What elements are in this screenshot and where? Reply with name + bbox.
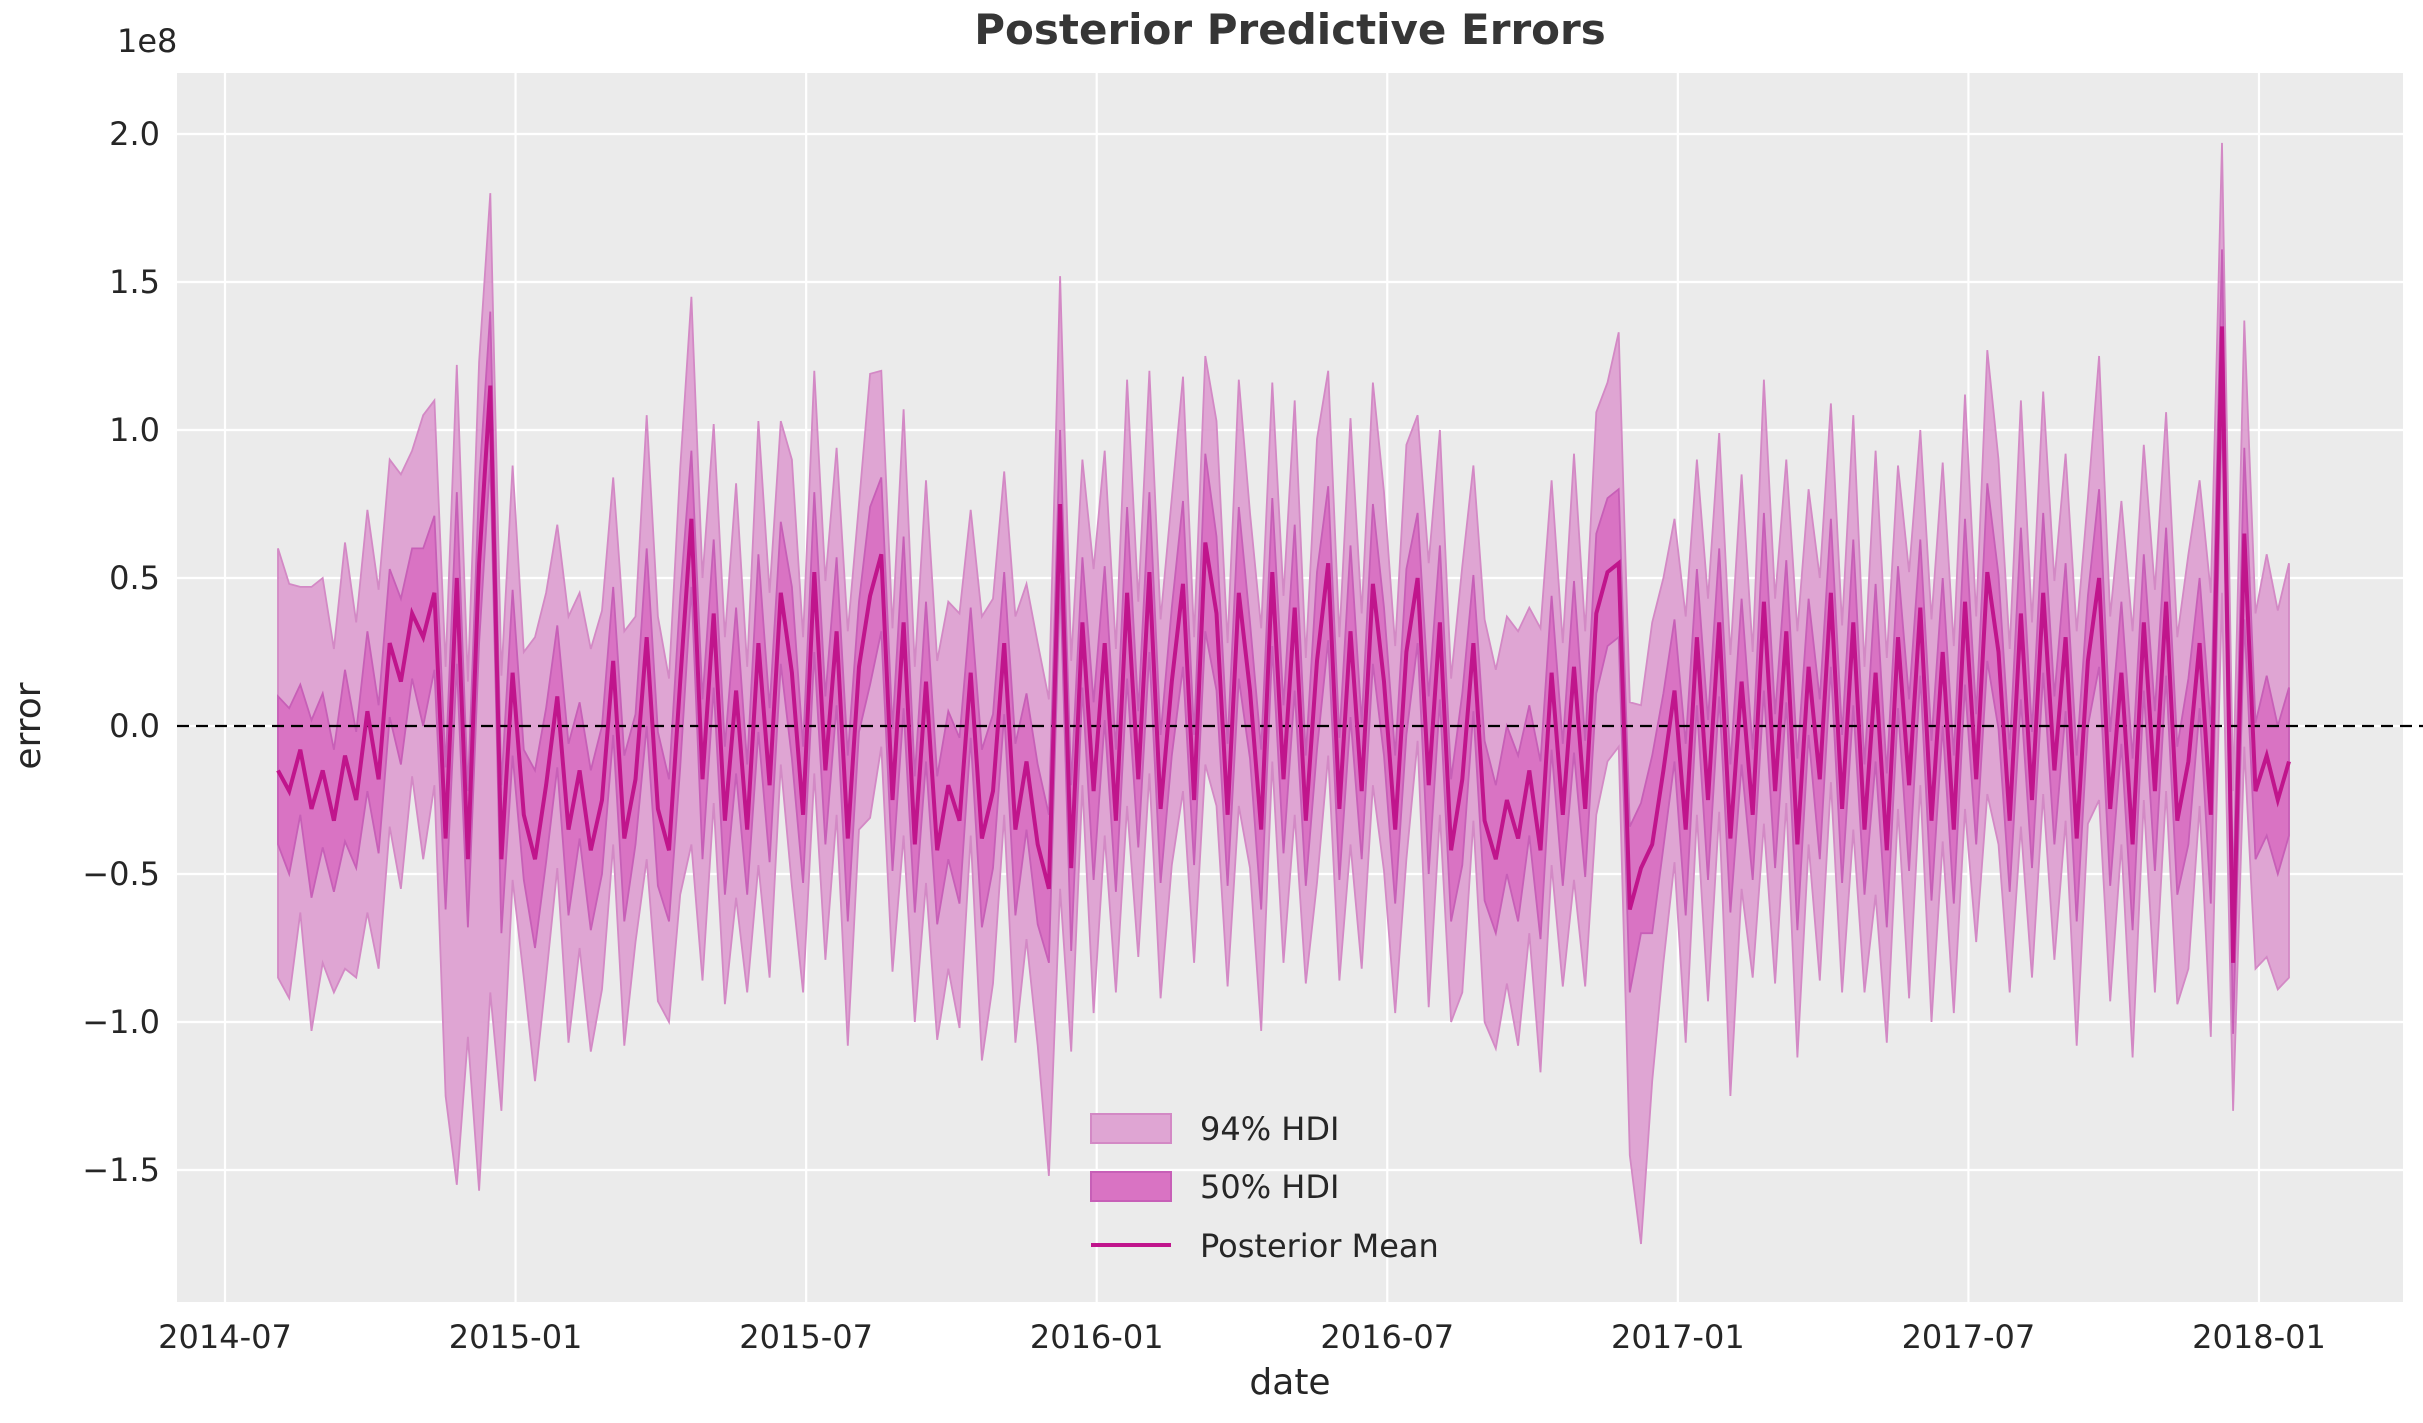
y-tick-label: 1.5	[109, 263, 160, 301]
y-tick-labels: 2.0 1.5 1.0 0.5 0.0 −0.5 −1.0 −1.5	[82, 115, 160, 1189]
legend: 94% HDI 50% HDI Posterior Mean	[1090, 1110, 1439, 1265]
x-tick-label: 2018-01	[2192, 1318, 2326, 1356]
legend-label-50-hdi: 50% HDI	[1200, 1168, 1339, 1206]
y-tick-label: −1.0	[82, 1003, 160, 1041]
y-tick-label: 0.0	[109, 707, 160, 745]
legend-swatch-50-hdi	[1090, 1171, 1172, 1202]
x-tick-label: 2016-07	[1320, 1318, 1454, 1356]
hdi50-band	[277, 249, 2290, 1034]
x-tick-label: 2015-01	[449, 1318, 583, 1356]
x-tick-label: 2017-01	[1611, 1318, 1745, 1356]
x-tick-labels: 2014-07 2015-01 2015-07 2016-01 2016-07 2017-…	[158, 1318, 2326, 1356]
posterior-mean-line	[276, 326, 2291, 963]
legend-swatch-94-hdi	[1090, 1113, 1172, 1144]
x-tick-label: 2014-07	[158, 1318, 292, 1356]
x-axis-label: date	[1249, 1362, 1330, 1403]
y-tick-label: 2.0	[109, 115, 160, 153]
y-tick-label: 1.0	[109, 411, 160, 449]
y-axis-offset-text: 1e8	[117, 22, 177, 60]
y-tick-label: −0.5	[82, 855, 160, 893]
y-tick-label: −1.5	[82, 1151, 160, 1189]
hdi50-polygon	[277, 249, 2290, 1034]
legend-label-posterior-mean: Posterior Mean	[1200, 1227, 1439, 1265]
x-tick-label: 2017-07	[1902, 1318, 2036, 1356]
y-tick-label: 0.5	[109, 559, 160, 597]
posterior-mean-polyline	[276, 326, 2291, 963]
chart-title: Posterior Predictive Errors	[974, 5, 1605, 54]
y-axis-label: error	[8, 682, 49, 769]
x-tick-label: 2015-07	[739, 1318, 873, 1356]
x-tick-label: 2016-01	[1030, 1318, 1164, 1356]
legend-label-94-hdi: 94% HDI	[1200, 1110, 1339, 1148]
